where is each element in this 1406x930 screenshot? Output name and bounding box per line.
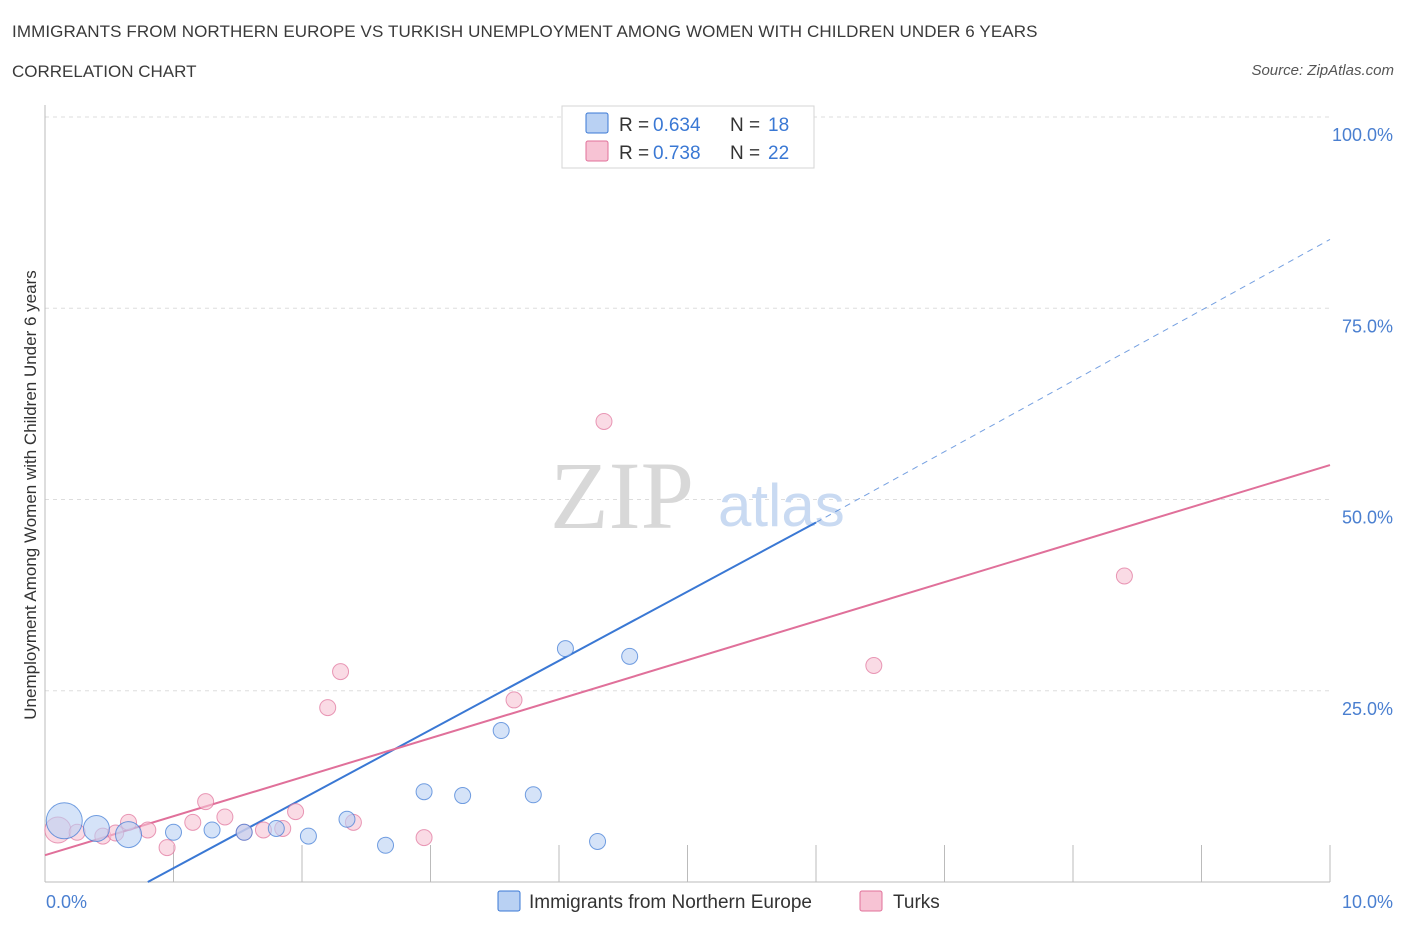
point-northern-europe [524,786,542,804]
point-turks [415,829,433,847]
axes [44,105,1331,883]
stats-legend-n-value: 22 [768,143,789,164]
stats-legend-r-value: 0.634 [653,115,701,136]
point-northern-europe [454,787,472,805]
chart-source: Source: ZipAtlas.com [1251,62,1394,79]
trend-line-northern-europe [147,521,817,883]
point-turks [505,691,523,709]
watermark-zip: ZIP [550,442,694,549]
point-northern-europe [165,823,182,841]
point-turks [158,839,176,857]
series-legend-label: Turks [893,892,940,913]
point-turks [197,793,215,811]
point-turks [595,412,613,430]
trend-lines [44,238,1331,883]
trend-extension-northern-europe [815,238,1331,523]
point-northern-europe [589,832,607,850]
point-turks [139,821,157,839]
y-tick-label: 100.0% [1332,125,1393,145]
y-tick-labels: 100.0% 75.0% 50.0% 25.0% [1332,125,1393,719]
chart-title: IMMIGRANTS FROM NORTHERN EUROPE VS TURKI… [12,22,1038,41]
stats-legend-n-label: N = [730,115,760,136]
series-legend-swatch-pink [859,890,883,912]
y-tick-label: 50.0% [1342,508,1393,528]
point-northern-europe [203,821,221,839]
y-tick-label: 25.0% [1342,699,1393,719]
series-legend-swatch-blue [497,890,521,912]
point-northern-europe [267,819,285,837]
grid-lines [45,116,1330,692]
point-northern-europe [45,802,83,840]
watermark: ZIP atlas [550,442,845,549]
point-turks [865,657,883,675]
stats-legend-r-label: R = [619,143,649,164]
point-turks [319,699,337,717]
point-northern-europe [415,783,433,801]
y-tick-label: 75.0% [1342,316,1393,336]
x-tick-labels: 0.0% 10.0% [46,892,1393,912]
series-legend: Immigrants from Northern Europe Turks [497,890,940,913]
point-turks [1115,567,1133,585]
stats-legend-n-label: N = [730,143,760,164]
point-northern-europe [299,827,317,845]
point-northern-europe [492,722,510,740]
point-northern-europe [115,821,143,849]
point-northern-europe [235,823,253,841]
stats-legend-swatch-pink [585,140,609,162]
stats-legend-r-value: 0.738 [653,143,701,164]
point-turks [287,803,305,821]
stats-legend: R = 0.634 N = 18 R = 0.738 N = 22 [561,105,815,169]
point-northern-europe [621,647,639,665]
stats-legend-n-value: 18 [768,115,789,136]
x-tick-label: 0.0% [46,892,87,912]
watermark-atlas: atlas [718,472,845,539]
x-tick-label: 10.0% [1342,892,1393,912]
point-northern-europe [377,836,395,854]
point-northern-europe [82,814,110,842]
point-northern-europe [338,810,356,828]
stats-legend-swatch-blue [585,112,609,134]
point-turks [332,663,350,681]
trend-line-turks [44,464,1331,857]
stats-legend-r-label: R = [619,115,649,136]
point-turks [216,808,234,826]
chart-subtitle: CORRELATION CHART [12,62,197,81]
y-axis-label: Unemployment Among Women with Children U… [21,270,40,719]
point-northern-europe [556,640,574,658]
point-turks [184,813,202,831]
series-legend-label: Immigrants from Northern Europe [529,892,812,913]
